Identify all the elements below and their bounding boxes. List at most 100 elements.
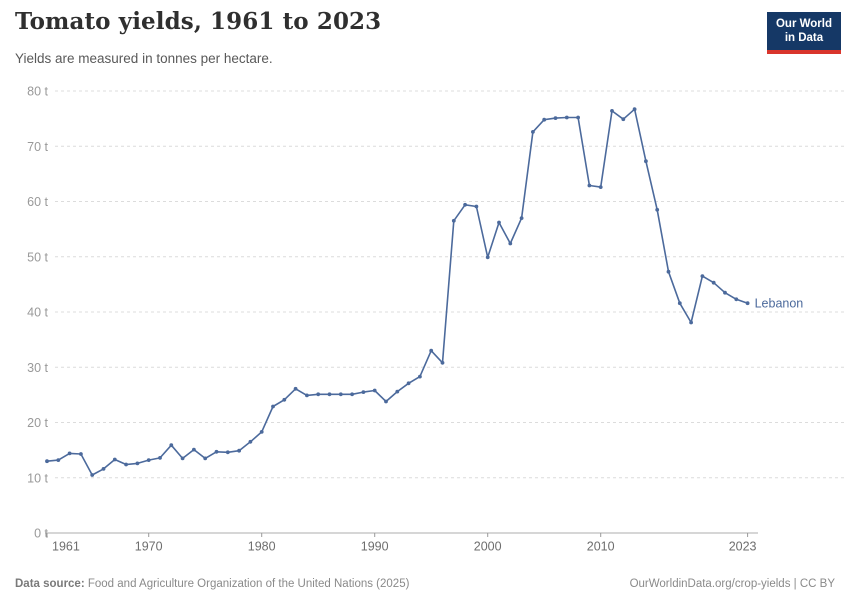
data-point-1979[interactable] <box>248 439 253 444</box>
data-point-2010[interactable] <box>598 185 603 190</box>
data-point-1990[interactable] <box>372 388 377 393</box>
data-source-prefix: Data source: <box>15 578 85 590</box>
data-point-1982[interactable] <box>282 397 287 402</box>
data-point-1988[interactable] <box>350 392 354 397</box>
data-point-1986[interactable] <box>327 392 332 397</box>
data-point-2021[interactable] <box>723 290 727 295</box>
svg-text:60 t: 60 t <box>27 195 48 209</box>
data-points[interactable] <box>45 107 750 477</box>
license-separator: | <box>790 578 800 590</box>
svg-text:2000: 2000 <box>474 540 502 554</box>
svg-text:1961: 1961 <box>52 540 80 554</box>
data-point-2013[interactable] <box>632 107 637 112</box>
data-point-2016[interactable] <box>666 269 671 274</box>
data-point-1994[interactable] <box>418 374 422 379</box>
data-point-2015[interactable] <box>655 207 660 212</box>
data-point-1997[interactable] <box>451 218 456 223</box>
data-point-1976[interactable] <box>214 449 219 454</box>
data-point-1983[interactable] <box>293 386 298 391</box>
data-point-1996[interactable] <box>440 360 445 365</box>
data-point-1977[interactable] <box>225 450 230 455</box>
data-point-1969[interactable] <box>135 461 140 466</box>
data-point-1965[interactable] <box>90 473 95 477</box>
data-point-1978[interactable] <box>237 448 242 453</box>
page-title: Tomato yields, 1961 to 2023 <box>15 8 382 35</box>
data-point-1970[interactable] <box>146 458 151 462</box>
data-point-1971[interactable] <box>158 456 162 460</box>
data-point-2006[interactable] <box>553 116 558 120</box>
x-tick-labels: 1961 1970 1980 1990 2000 2010 2023 <box>52 540 757 554</box>
owid-url-link[interactable]: OurWorldinData.org/crop-yields <box>629 578 791 590</box>
data-point-1974[interactable] <box>192 447 196 452</box>
data-point-1992[interactable] <box>395 389 400 394</box>
data-point-1966[interactable] <box>101 467 106 471</box>
data-point-1984[interactable] <box>305 393 309 398</box>
svg-text:0 t: 0 t <box>34 527 48 541</box>
data-source-note: Data source: Food and Agriculture Organi… <box>15 578 409 590</box>
svg-text:30 t: 30 t <box>27 361 48 375</box>
license-label: CC BY <box>799 578 835 590</box>
owid-logo-line2: in Data <box>784 32 824 45</box>
data-point-1995[interactable] <box>429 348 434 353</box>
svg-text:80 t: 80 t <box>27 85 48 99</box>
data-point-1993[interactable] <box>406 381 411 386</box>
data-point-1968[interactable] <box>124 462 128 467</box>
chart-subtitle: Yields are measured in tonnes per hectar… <box>15 51 273 66</box>
data-point-2019[interactable] <box>700 274 705 278</box>
data-point-1962[interactable] <box>56 458 61 462</box>
data-point-1964[interactable] <box>79 452 83 456</box>
data-point-1981[interactable] <box>271 404 275 409</box>
svg-text:1980: 1980 <box>248 540 276 554</box>
data-point-2017[interactable] <box>677 301 682 306</box>
svg-text:40 t: 40 t <box>27 306 48 320</box>
data-point-1998[interactable] <box>463 202 467 207</box>
data-point-1987[interactable] <box>338 392 343 397</box>
license-note: OurWorldinData.org/crop-yields | CC BY <box>630 578 835 590</box>
y-gridlines <box>45 90 845 534</box>
data-point-2004[interactable] <box>531 130 535 134</box>
data-point-2018[interactable] <box>689 320 693 325</box>
data-point-1967[interactable] <box>112 457 117 462</box>
data-point-1989[interactable] <box>361 390 366 394</box>
data-point-1961[interactable] <box>45 459 49 464</box>
data-point-2001[interactable] <box>497 220 501 225</box>
data-point-2022[interactable] <box>734 297 739 302</box>
data-point-1963[interactable] <box>67 451 72 456</box>
data-line <box>46 108 749 476</box>
data-point-1999[interactable] <box>474 204 479 209</box>
data-point-1991[interactable] <box>384 399 388 404</box>
data-point-2014[interactable] <box>644 159 648 164</box>
svg-text:50 t: 50 t <box>27 250 48 264</box>
data-point-1972[interactable] <box>169 443 174 448</box>
svg-text:20 t: 20 t <box>27 416 48 430</box>
data-point-2002[interactable] <box>508 241 513 246</box>
data-point-2023[interactable] <box>745 301 750 306</box>
data-source-text: Food and Agriculture Organization of the… <box>84 578 410 590</box>
data-point-1975[interactable] <box>203 456 208 461</box>
data-point-2003[interactable] <box>519 216 524 221</box>
owid-logo[interactable]: Our World in Data <box>766 12 841 54</box>
data-point-2011[interactable] <box>610 109 614 113</box>
data-point-2007[interactable] <box>564 115 569 120</box>
data-point-2000[interactable] <box>485 255 490 260</box>
chart-footer: Data source: Food and Agriculture Organi… <box>0 572 850 590</box>
data-point-1973[interactable] <box>180 456 185 461</box>
data-point-2020[interactable] <box>711 280 716 285</box>
data-point-1980[interactable] <box>259 430 264 434</box>
data-point-2005[interactable] <box>542 117 547 122</box>
data-point-1985[interactable] <box>316 392 321 397</box>
svg-text:1970: 1970 <box>135 540 163 554</box>
data-point-2008[interactable] <box>576 115 580 120</box>
y-tick-labels: 0 t 10 t 20 t 30 t 40 t 50 t 60 t 70 t 80 t <box>27 85 48 541</box>
svg-text:1990: 1990 <box>361 540 389 554</box>
svg-text:2010: 2010 <box>587 540 615 554</box>
data-point-2009[interactable] <box>587 183 592 188</box>
svg-text:10 t: 10 t <box>27 471 48 485</box>
owid-logo-line1: Our World <box>775 18 832 30</box>
x-axis <box>46 533 749 537</box>
series-entity-label: Lebanon <box>755 297 804 311</box>
data-point-2012[interactable] <box>621 117 626 122</box>
svg-text:2023: 2023 <box>729 540 757 554</box>
